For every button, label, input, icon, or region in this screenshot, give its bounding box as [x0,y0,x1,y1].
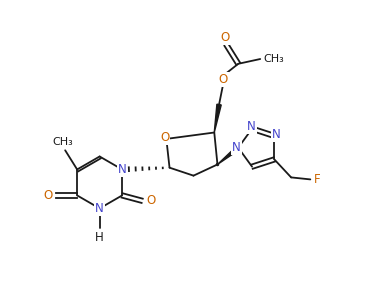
Text: N: N [272,128,281,141]
Text: N: N [232,141,241,154]
Text: O: O [218,73,228,86]
Text: CH₃: CH₃ [53,137,74,148]
Text: O: O [220,31,229,44]
Text: O: O [160,131,170,144]
Text: O: O [43,189,52,202]
Text: F: F [314,173,321,186]
Text: H: H [95,231,104,244]
Text: CH₃: CH₃ [264,54,284,64]
Text: N: N [118,163,127,176]
Text: O: O [146,194,156,207]
Polygon shape [217,146,240,164]
Text: N: N [95,202,104,215]
Text: N: N [247,120,256,133]
Polygon shape [214,104,221,133]
